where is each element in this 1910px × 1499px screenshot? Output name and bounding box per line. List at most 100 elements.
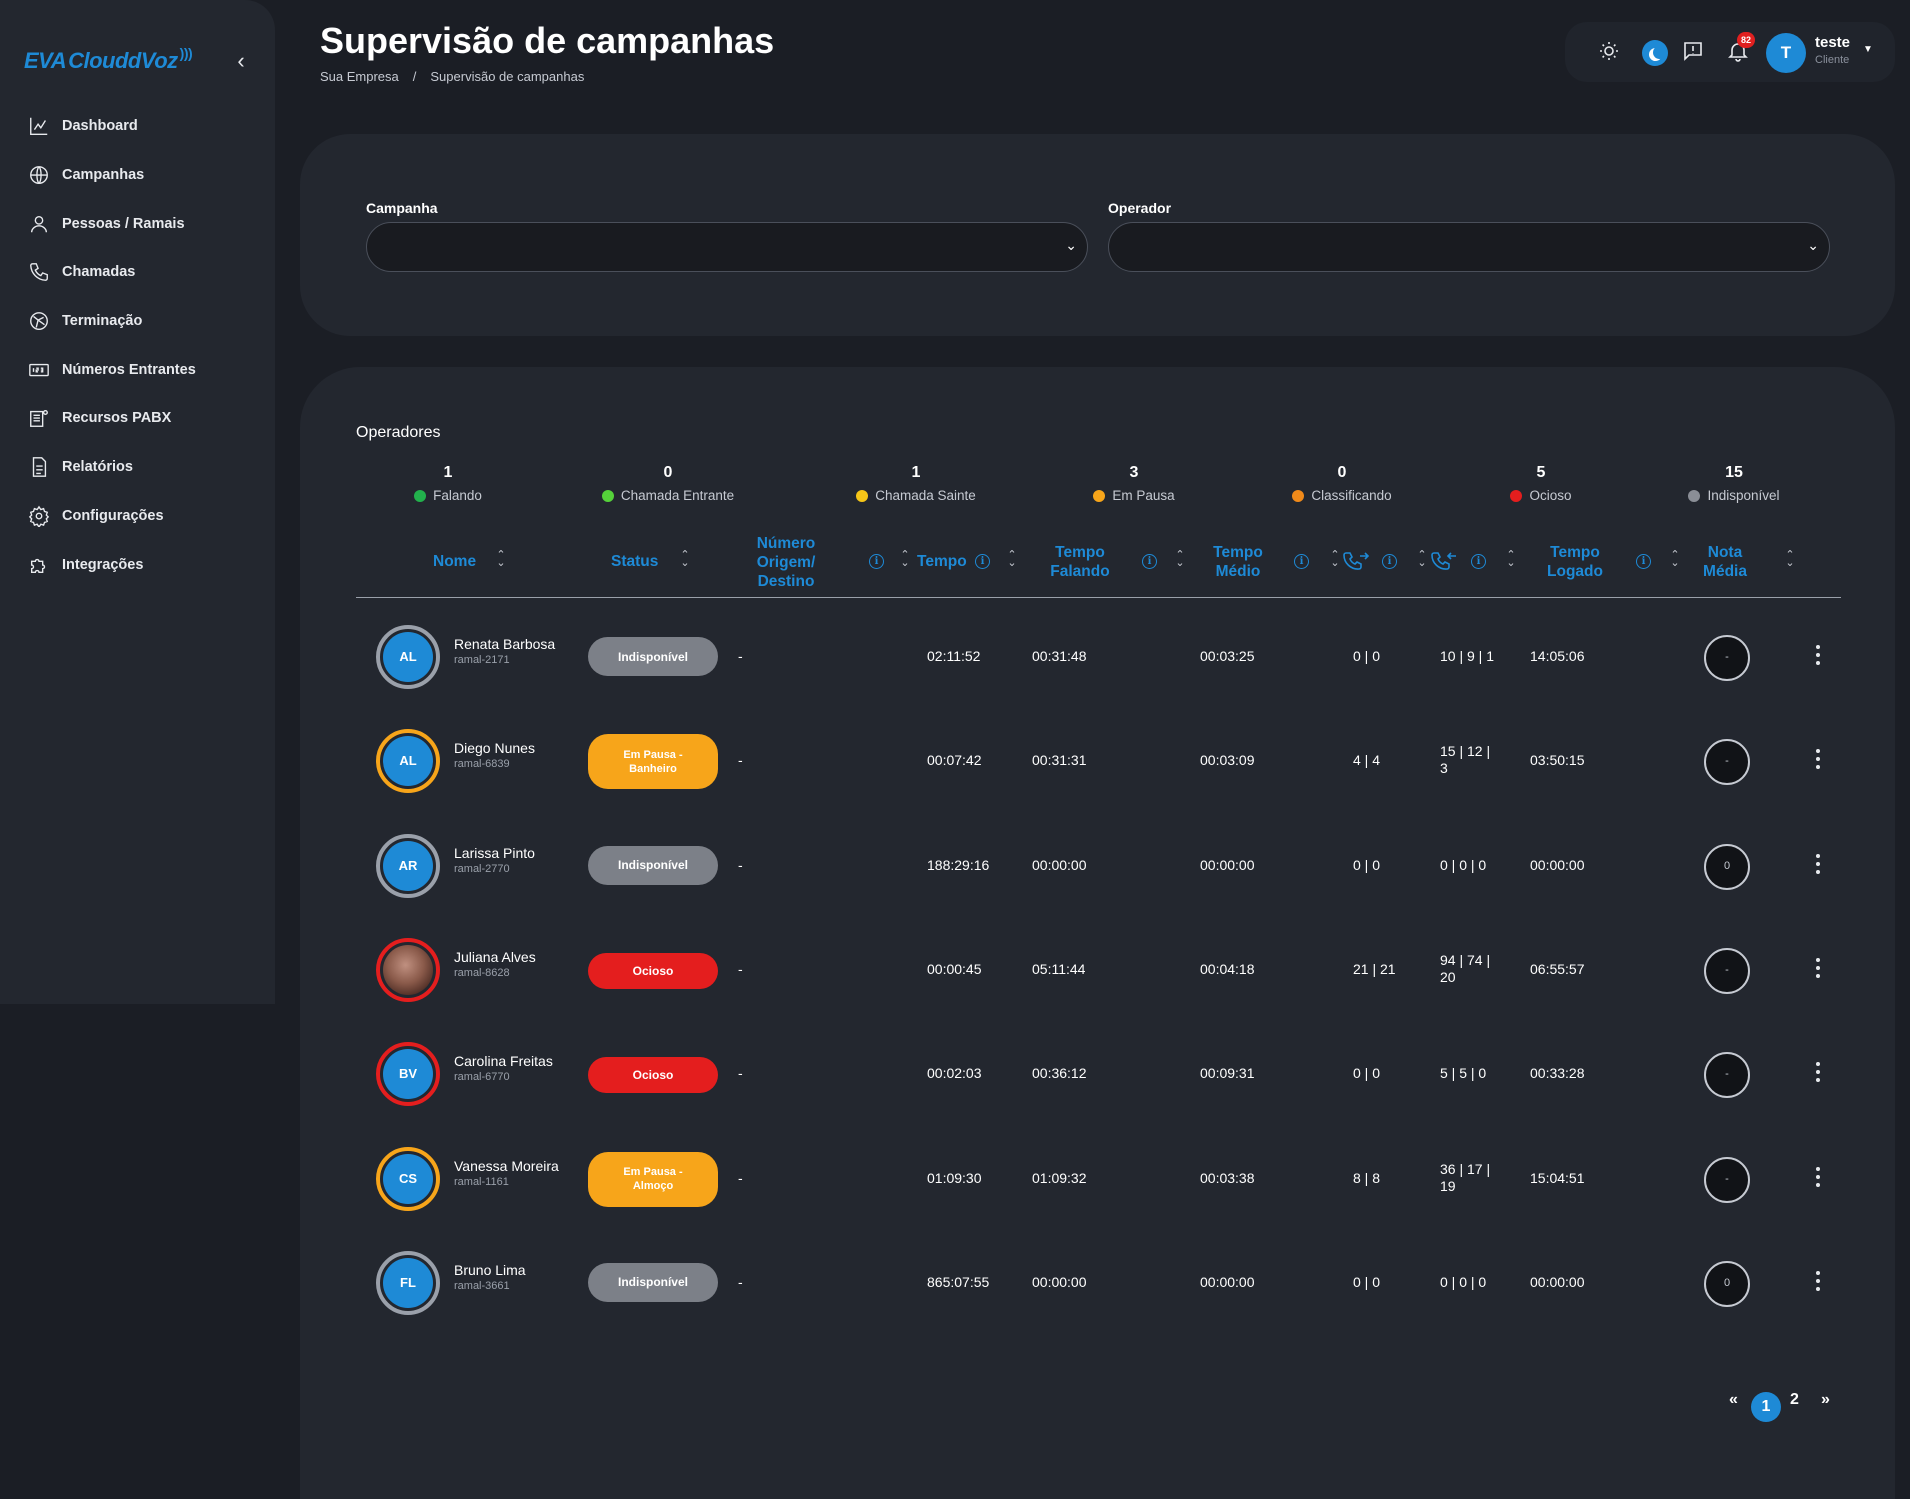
sort-icon[interactable]: ⌃ ⌄ [1670,549,1680,569]
column-status[interactable]: Status [611,553,659,570]
avatar[interactable]: T [1766,33,1806,73]
more-options-icon[interactable] [1814,1062,1822,1084]
cell-tempo-medio: 00:03:09 [1200,752,1255,769]
info-icon[interactable]: i [1142,554,1157,569]
pagination-page-2[interactable]: 2 [1790,1391,1799,1408]
status-badge-text: Ocioso [632,1068,674,1083]
sidebar-item-dashboard[interactable]: Dashboard [28,102,196,151]
pagination-first[interactable]: « [1729,1391,1738,1408]
status-badge-text: Indisponível [617,1275,688,1290]
operator-name: Renata Barbosa ramal-2171 [454,636,574,668]
table-row[interactable]: AL Diego Nunes ramal-6839 Em Pausa - Banhei… [300,709,1895,813]
avatar: AR [376,833,440,898]
status-badge: Ocioso [588,952,718,989]
sidebar-item-label: Configurações [62,507,164,524]
user-name[interactable]: teste [1815,34,1851,51]
sort-icon[interactable]: ⌃ ⌄ [1785,549,1795,569]
caret-down-icon[interactable]: ▼ [1863,44,1873,55]
stat-label: Ocioso [1529,488,1572,503]
stat-chamada-entrante: 0 Chamada Entrante [568,464,768,503]
table-row[interactable]: FL Bruno Lima ramal-3661 Indisponível - 865:0… [300,1231,1895,1335]
logo-brand-text: ClouddVoz [68,48,178,73]
sidebar-item-numeros-entrantes[interactable]: Números Entrantes [28,345,196,394]
table-row[interactable]: AR Larissa Pinto ramal-2770 Indisponível - 18… [300,814,1895,918]
more-options-icon[interactable] [1814,645,1822,667]
chevron-left-icon[interactable]: ‹ [237,48,245,73]
info-icon[interactable]: i [869,554,884,569]
sidebar-item-chamadas[interactable]: Chamadas [28,248,196,297]
campaign-select[interactable]: ⌄ [366,222,1088,272]
pagination-page-1[interactable]: 1 [1751,1392,1781,1422]
stat-classificando: 0 Classificando [1242,464,1442,503]
info-icon[interactable]: i [1471,554,1486,569]
more-options-icon[interactable] [1814,1270,1822,1293]
stat-label-wrap: Em Pausa [1034,488,1234,503]
column-numero[interactable]: Número Origem/ Destino [756,534,816,591]
status-dot-icon [601,489,614,502]
sort-icon[interactable]: ⌃ ⌄ [1330,549,1340,569]
globe-icon [30,166,48,184]
column-nota-media[interactable]: Nota Média [1699,543,1751,581]
sidebar-item-campanhas[interactable]: Campanhas [28,151,196,200]
pagination-last[interactable]: » [1821,1391,1830,1408]
more-options-icon[interactable] [1814,853,1822,876]
sidebar-item-recursos-pabx[interactable]: Recursos PABX [28,394,196,443]
sidebar-item-label: Terminação [62,313,143,330]
moon-icon[interactable] [1642,40,1668,66]
more-options-icon[interactable] [1814,749,1822,771]
info-icon[interactable]: i [1382,554,1397,569]
sidebar-item-relatorios[interactable]: Relatórios [28,443,196,492]
info-icon[interactable]: i [1636,554,1651,569]
column-tempo-logado[interactable]: Tempo Logado [1544,543,1606,581]
stat-label: Chamada Sainte [875,488,976,503]
cell-tempo: 00:02:03 [927,1065,982,1082]
phone-outgoing-icon[interactable] [1430,549,1458,578]
avatar: AL [376,625,440,689]
rating-circle: - [1704,739,1750,786]
info-icon[interactable]: i [1294,554,1309,569]
column-tempo-falando[interactable]: Tempo Falando [1048,543,1112,581]
sidebar-item-configuracoes[interactable]: Configurações [28,492,196,541]
puzzle-icon [30,558,46,573]
column-tempo[interactable]: Tempo [917,553,967,570]
cell-tempo-falando: 00:00:00 [1032,1273,1087,1290]
table-row[interactable]: BV Carolina Freitas ramal-6770 Ocioso - 00:02… [300,1022,1895,1126]
info-icon[interactable]: i [975,554,990,569]
table-row[interactable]: Juliana Alves ramal-8628 Ocioso - 00:00:45 05… [300,918,1895,1022]
column-tempo-medio[interactable]: Tempo Médio [1208,543,1268,581]
sun-icon[interactable] [1597,39,1621,63]
cell-incoming-calls: 0 | 0 [1353,1065,1380,1082]
sidebar-item-terminacao[interactable]: Terminação [28,297,196,346]
breadcrumb-company[interactable]: Sua Empresa [320,69,399,84]
table-row[interactable]: CS Vanessa Moreira ramal-1161 Em Pausa - Al… [300,1127,1895,1231]
stat-label-wrap: Falando [348,488,548,503]
phone-incoming-icon[interactable] [1342,549,1370,578]
sidebar-item-pessoas-ramais[interactable]: Pessoas / Ramais [28,199,196,248]
sort-icon[interactable]: ⌃ ⌄ [496,549,506,569]
column-nota-line1: Nota [1707,544,1743,561]
sort-icon[interactable]: ⌃ ⌄ [900,549,910,569]
sort-icon[interactable]: ⌃ ⌄ [1506,549,1516,569]
cell-tempo-medio: 00:04:18 [1200,960,1255,977]
table-row[interactable]: AL Renata Barbosa ramal-2171 Indisponível - 0… [300,605,1895,709]
chat-icon[interactable] [1681,39,1705,63]
sort-icon[interactable]: ⌃ ⌄ [1417,549,1427,569]
more-options-icon[interactable] [1814,957,1822,980]
status-badge-text: Indisponível [617,649,688,664]
breadcrumb-separator: / [412,69,417,84]
app-logo[interactable]: EVA ClouddVoz))) [24,45,193,74]
sort-icon[interactable]: ⌃ ⌄ [1175,549,1185,569]
stat-em-pausa: 3 Em Pausa [1034,464,1234,503]
topbar: 82 T teste Cliente ▼ [1565,22,1895,82]
sidebar-item-integracoes[interactable]: Integrações [28,540,196,589]
operator-select[interactable]: ⌄ [1108,222,1830,272]
more-options-icon[interactable] [1814,1166,1822,1189]
sort-icon[interactable]: ⌃ ⌄ [680,549,690,569]
sort-icon[interactable]: ⌃ ⌄ [1007,549,1017,569]
sidebar-item-label: Recursos PABX [62,410,172,427]
status-dot-icon [1510,489,1523,502]
chart-icon [30,118,48,136]
column-nome[interactable]: Nome [433,553,477,570]
operator-name-text: Vanessa Moreira [454,1157,559,1174]
page-title: Supervisão de campanhas [320,20,775,61]
